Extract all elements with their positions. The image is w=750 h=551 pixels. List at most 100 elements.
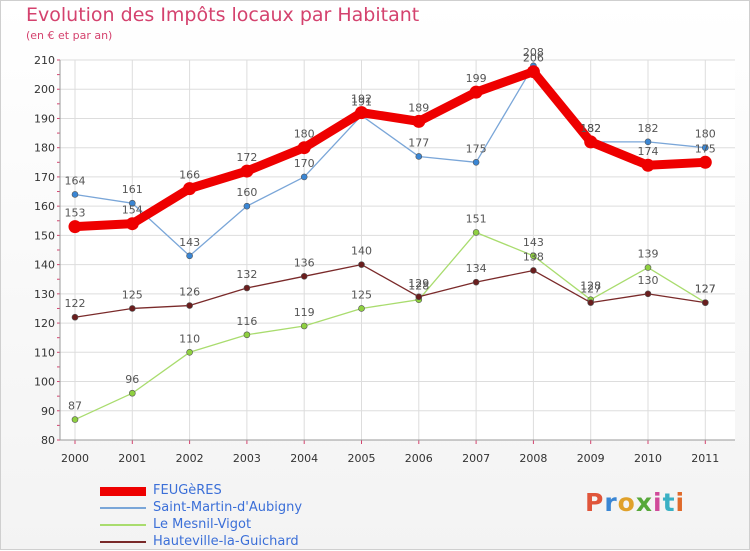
data-point xyxy=(71,416,79,423)
data-label: 206 xyxy=(523,52,544,65)
data-label: 151 xyxy=(466,212,487,225)
data-point xyxy=(472,278,480,286)
data-label: 132 xyxy=(236,268,257,281)
x-tick-label: 2006 xyxy=(405,452,433,465)
data-point xyxy=(186,252,193,260)
data-point xyxy=(472,229,480,236)
legend-swatch xyxy=(100,486,146,496)
line-chart: 80 90 100 110 120 130 140 150 160 170 180 190 200 210… xyxy=(34,46,735,465)
data-label: 110 xyxy=(179,332,200,345)
data-label: 161 xyxy=(122,183,143,196)
data-point xyxy=(526,65,540,79)
data-label: 116 xyxy=(236,315,257,328)
data-label: 164 xyxy=(65,174,86,187)
y-tick-label: 90 xyxy=(41,405,55,418)
data-label: 127 xyxy=(695,283,716,296)
data-label: 166 xyxy=(179,169,200,182)
data-point xyxy=(243,202,251,210)
data-label: 138 xyxy=(523,250,544,263)
y-tick-label: 80 xyxy=(41,434,55,447)
legend-swatch xyxy=(100,524,146,526)
y-tick-label: 150 xyxy=(34,229,55,242)
plot-area xyxy=(60,60,735,440)
data-point xyxy=(243,284,251,292)
data-point xyxy=(584,135,598,149)
y-tick-label: 160 xyxy=(34,200,55,213)
legend-label: Saint-Martin-d'Aubigny xyxy=(153,500,303,515)
data-point xyxy=(355,106,368,120)
data-label: 129 xyxy=(408,277,429,290)
data-label: 127 xyxy=(695,283,716,296)
data-point xyxy=(530,252,537,260)
data-label: 119 xyxy=(294,306,315,319)
data-label: 180 xyxy=(695,128,716,141)
data-label: 172 xyxy=(236,151,257,164)
data-point xyxy=(186,302,193,309)
data-label: 122 xyxy=(65,297,86,310)
data-point xyxy=(358,261,365,268)
series-line-3 xyxy=(74,263,706,318)
y-tick-label: 190 xyxy=(34,112,55,125)
data-point xyxy=(125,217,139,231)
data-label: 154 xyxy=(122,204,143,217)
data-point xyxy=(415,153,423,160)
data-label: 128 xyxy=(580,280,601,293)
y-tick-label: 110 xyxy=(34,346,55,359)
data-point xyxy=(300,322,308,330)
data-point xyxy=(358,305,365,312)
data-label: 177 xyxy=(408,136,429,149)
data-label: 134 xyxy=(466,262,487,275)
data-label: 189 xyxy=(408,101,429,114)
y-tick-label: 140 xyxy=(34,259,55,272)
data-label: 143 xyxy=(523,236,544,249)
data-point xyxy=(300,273,308,280)
x-tick-label: 2002 xyxy=(176,452,204,465)
data-point xyxy=(297,141,311,155)
data-label: 143 xyxy=(179,236,200,249)
data-point xyxy=(469,85,483,99)
data-label: 182 xyxy=(638,122,659,135)
data-point xyxy=(300,173,308,181)
y-tick-label: 100 xyxy=(34,376,55,389)
data-label: 130 xyxy=(638,274,659,287)
x-tick-label: 2005 xyxy=(348,452,376,465)
x-tick-label: 2007 xyxy=(462,452,490,465)
data-label: 126 xyxy=(179,286,200,299)
y-tick-label: 180 xyxy=(34,142,55,155)
x-tick-label: 2010 xyxy=(634,452,662,465)
data-label: 208 xyxy=(523,46,544,59)
data-point xyxy=(698,155,712,169)
data-point xyxy=(415,293,423,301)
data-label: 136 xyxy=(294,256,315,269)
x-tick-label: 2011 xyxy=(691,452,719,465)
data-point xyxy=(240,164,254,178)
data-label: 125 xyxy=(122,288,143,301)
data-label: 174 xyxy=(638,145,659,158)
data-point xyxy=(472,159,480,166)
data-point xyxy=(186,349,193,356)
data-label: 199 xyxy=(466,72,487,85)
data-point xyxy=(644,264,652,271)
data-point xyxy=(644,138,652,146)
y-tick-label: 200 xyxy=(34,83,55,96)
series-line-2 xyxy=(74,231,706,421)
y-tick-label: 210 xyxy=(34,54,55,67)
data-label: 127 xyxy=(580,283,601,296)
data-label: 191 xyxy=(351,96,372,109)
data-point xyxy=(129,389,136,397)
data-label: 125 xyxy=(351,288,372,301)
data-point xyxy=(412,114,426,128)
legend-label: FEUGèRES xyxy=(153,483,222,498)
data-label: 128 xyxy=(408,280,429,293)
data-label: 160 xyxy=(236,186,257,199)
data-label: 140 xyxy=(351,245,372,258)
data-label: 153 xyxy=(65,207,86,220)
series-line-0 xyxy=(70,67,710,232)
data-label: 96 xyxy=(125,373,139,386)
data-point xyxy=(68,220,82,234)
data-point xyxy=(701,144,709,151)
data-point xyxy=(243,331,251,339)
data-label: 180 xyxy=(294,128,315,141)
y-tick-label: 170 xyxy=(34,171,55,184)
data-point xyxy=(129,199,136,207)
